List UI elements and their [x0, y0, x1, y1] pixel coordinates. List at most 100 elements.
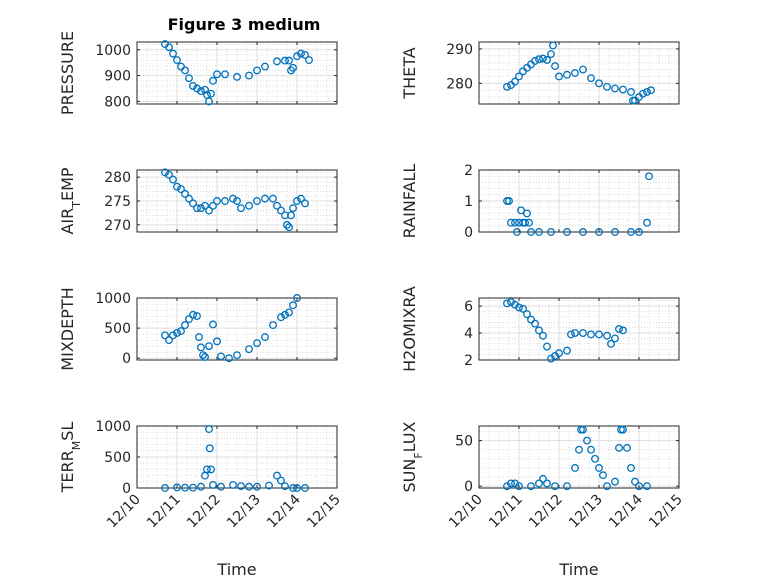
data-point	[197, 87, 205, 96]
data-point	[217, 482, 225, 491]
data-point	[571, 69, 579, 77]
data-point	[245, 482, 253, 491]
data-point	[173, 56, 181, 65]
data-point	[521, 218, 529, 227]
y-axis-label: TERRMSL	[58, 422, 83, 494]
data-point	[639, 89, 647, 98]
panel-h2omixra: 2 4 6 H2OMIXRA	[400, 286, 680, 372]
y-tick-label: 0	[464, 225, 473, 241]
data-point	[281, 482, 289, 491]
data-point	[543, 479, 551, 488]
axes-box	[478, 297, 680, 361]
data-point	[193, 204, 201, 213]
data-point	[503, 82, 511, 91]
data-point	[571, 329, 579, 337]
data-point	[603, 482, 611, 491]
data-point	[583, 436, 591, 445]
data-point	[229, 480, 237, 489]
y-tick-label: 0	[464, 479, 473, 495]
data-point	[517, 206, 525, 215]
y-tick-label: 0	[122, 481, 131, 497]
y-tick-label: 50	[455, 434, 473, 450]
data-point	[587, 74, 595, 83]
data-point	[503, 299, 511, 308]
data-point	[173, 483, 181, 492]
data-point	[627, 228, 635, 236]
data-point	[535, 228, 543, 236]
data-point	[595, 228, 603, 236]
data-point	[181, 66, 189, 75]
data-point	[539, 331, 547, 340]
data-point	[527, 482, 535, 491]
data-point	[193, 312, 201, 321]
data-point	[635, 228, 643, 236]
data-point	[269, 321, 277, 330]
data-point	[643, 218, 651, 227]
data-point	[233, 351, 241, 360]
data-point	[543, 342, 551, 351]
data-point	[289, 63, 297, 72]
axes-box	[478, 41, 680, 105]
data-point	[523, 209, 531, 218]
data-point	[181, 189, 189, 198]
data-point	[189, 483, 197, 492]
data-point	[197, 343, 205, 352]
data-point	[269, 194, 277, 203]
y-tick-label: 1000	[95, 419, 131, 435]
data-point	[195, 333, 203, 342]
markers	[503, 425, 651, 491]
data-point	[205, 342, 213, 351]
data-point	[535, 326, 543, 335]
y-tick-label: 500	[104, 321, 131, 337]
y-axis-label: PRESSURE	[58, 31, 77, 115]
data-point	[599, 471, 607, 480]
data-point	[525, 218, 533, 227]
data-point	[205, 425, 213, 434]
data-point	[623, 443, 631, 452]
markers	[161, 425, 309, 492]
data-point	[161, 331, 169, 340]
data-point	[233, 72, 241, 81]
data-point	[205, 444, 214, 453]
data-point	[189, 199, 197, 208]
minor-grid	[136, 297, 338, 360]
data-point	[261, 62, 269, 71]
y-tick-label: 1	[464, 194, 473, 210]
data-point	[253, 482, 261, 491]
data-point	[213, 197, 221, 205]
data-point	[281, 310, 289, 319]
data-point	[205, 206, 213, 215]
data-point	[603, 331, 611, 340]
y-tick-label: 800	[104, 94, 131, 110]
data-point	[285, 308, 293, 317]
y-axis-label: H2OMIXRA	[400, 286, 419, 372]
data-point	[165, 170, 173, 179]
data-point	[237, 482, 245, 491]
x-tick-label: 12/11	[144, 492, 184, 532]
data-point	[607, 339, 615, 348]
data-point	[547, 228, 555, 236]
data-point	[277, 313, 285, 322]
y-tick-label: 2	[464, 353, 473, 369]
data-point	[197, 204, 205, 213]
data-point	[515, 482, 523, 491]
data-point	[611, 334, 619, 343]
data-point	[595, 330, 603, 339]
data-point	[233, 197, 241, 205]
data-point	[645, 172, 653, 181]
data-point	[551, 482, 559, 491]
data-point	[301, 484, 309, 492]
data-point	[165, 43, 173, 52]
x-tick-label: 12/12	[184, 492, 224, 532]
data-point	[203, 465, 211, 474]
axes-box	[478, 425, 680, 489]
y-tick-label: 1000	[95, 291, 131, 307]
data-point	[619, 425, 627, 434]
x-tick-label: 12/15	[304, 492, 344, 532]
data-point	[555, 72, 563, 81]
data-point	[261, 194, 269, 203]
x-tick-label: 12/11	[486, 492, 526, 532]
data-point	[531, 56, 539, 65]
data-point	[579, 425, 587, 434]
